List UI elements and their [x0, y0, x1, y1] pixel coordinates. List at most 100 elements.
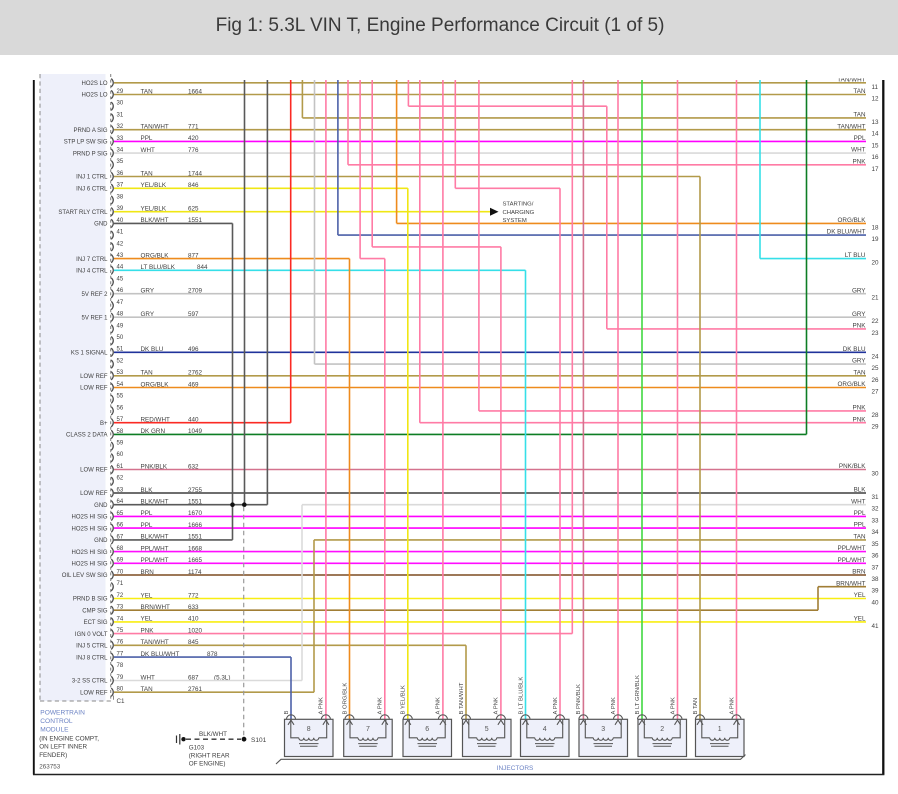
svg-text:35: 35 — [872, 541, 880, 548]
svg-text:71: 71 — [117, 581, 124, 587]
svg-text:GRY: GRY — [852, 287, 866, 294]
svg-text:BLK: BLK — [141, 487, 154, 494]
svg-text:A PNK: A PNK — [729, 697, 735, 714]
svg-text:80: 80 — [117, 687, 124, 693]
svg-text:33: 33 — [117, 136, 124, 142]
svg-text:DK GRN: DK GRN — [141, 428, 166, 435]
svg-text:39: 39 — [872, 588, 880, 595]
svg-text:ON LEFT INNER: ON LEFT INNER — [39, 744, 87, 751]
svg-text:2761: 2761 — [188, 686, 203, 693]
svg-text:LOW REF: LOW REF — [80, 491, 108, 497]
svg-text:15: 15 — [872, 142, 880, 149]
svg-text:B: B — [284, 711, 290, 715]
svg-text:75: 75 — [117, 628, 124, 634]
svg-text:65: 65 — [117, 511, 124, 517]
svg-text:A PNK: A PNK — [378, 697, 384, 714]
svg-text:877: 877 — [188, 252, 199, 259]
svg-text:BLK/WHT: BLK/WHT — [141, 534, 169, 541]
svg-text:LT BLU: LT BLU — [845, 252, 866, 259]
svg-text:GRY: GRY — [852, 358, 866, 365]
svg-text:58: 58 — [117, 429, 124, 435]
svg-text:8: 8 — [307, 726, 311, 733]
svg-text:ORG/BLK: ORG/BLK — [141, 381, 170, 388]
svg-text:33: 33 — [872, 517, 880, 524]
svg-text:23: 23 — [872, 330, 880, 337]
svg-text:SYSTEM: SYSTEM — [503, 218, 527, 224]
svg-text:TAN: TAN — [853, 369, 866, 376]
svg-text:263753: 263753 — [39, 763, 61, 770]
svg-text:35: 35 — [117, 159, 124, 165]
svg-text:59: 59 — [117, 441, 124, 447]
svg-text:KS 1 SIGNAL: KS 1 SIGNAL — [71, 351, 108, 357]
svg-text:DK BLU/WHT: DK BLU/WHT — [827, 229, 866, 236]
svg-text:B YEL/BLK: B YEL/BLK — [401, 685, 407, 714]
svg-text:HO2S LO: HO2S LO — [81, 93, 107, 99]
svg-text:HO2S HI SIG: HO2S HI SIG — [71, 526, 107, 532]
svg-text:625: 625 — [188, 206, 199, 213]
svg-text:INJ 5 CTRL: INJ 5 CTRL — [76, 644, 108, 650]
svg-text:INJ 4 CTRL: INJ 4 CTRL — [76, 269, 108, 275]
svg-text:68: 68 — [117, 546, 124, 552]
svg-text:YEL: YEL — [854, 616, 866, 623]
svg-text:BLK: BLK — [854, 487, 867, 494]
svg-text:25: 25 — [872, 365, 880, 372]
svg-text:WHT: WHT — [851, 147, 865, 154]
svg-text:S101: S101 — [251, 737, 267, 744]
svg-text:A PNK: A PNK — [670, 697, 676, 714]
svg-text:A PNK: A PNK — [553, 697, 559, 714]
svg-text:2755: 2755 — [188, 487, 203, 494]
svg-text:14: 14 — [872, 131, 880, 138]
svg-text:PPL: PPL — [854, 135, 866, 142]
svg-text:74: 74 — [117, 616, 124, 622]
svg-text:LOW REF: LOW REF — [80, 374, 108, 380]
svg-text:TAN/WHT: TAN/WHT — [837, 76, 865, 83]
svg-text:26: 26 — [872, 377, 880, 384]
svg-text:21: 21 — [872, 295, 880, 302]
svg-text:38: 38 — [872, 576, 880, 583]
svg-text:TAN: TAN — [853, 88, 866, 95]
svg-text:DK BLU: DK BLU — [141, 346, 164, 353]
svg-text:PNK: PNK — [853, 323, 867, 330]
svg-text:(5.3L): (5.3L) — [214, 674, 230, 681]
svg-text:PPL/WHT: PPL/WHT — [141, 557, 169, 564]
svg-text:29: 29 — [872, 424, 880, 431]
svg-text:60: 60 — [117, 452, 124, 458]
svg-text:11: 11 — [872, 84, 879, 91]
svg-text:77: 77 — [117, 652, 124, 658]
svg-text:40: 40 — [872, 600, 880, 607]
svg-text:776: 776 — [188, 147, 199, 154]
svg-text:41: 41 — [872, 623, 880, 630]
svg-text:29: 29 — [117, 89, 124, 95]
svg-text:YEL: YEL — [854, 592, 866, 599]
svg-text:32: 32 — [117, 124, 124, 130]
svg-text:62: 62 — [117, 476, 124, 482]
svg-text:53: 53 — [117, 370, 124, 376]
svg-text:632: 632 — [188, 463, 199, 470]
svg-text:BRN/WHT: BRN/WHT — [836, 580, 866, 587]
svg-text:WHT: WHT — [141, 147, 155, 154]
svg-text:47: 47 — [117, 300, 124, 306]
svg-text:PPL: PPL — [141, 135, 153, 142]
svg-text:PPL/WHT: PPL/WHT — [838, 557, 866, 564]
svg-text:CMP SIG: CMP SIG — [82, 608, 108, 614]
svg-text:LT BLU/BLK: LT BLU/BLK — [141, 264, 176, 271]
svg-text:18: 18 — [872, 224, 880, 231]
svg-text:12: 12 — [872, 96, 880, 103]
svg-text:GRY: GRY — [141, 311, 155, 318]
svg-text:5V REF 1: 5V REF 1 — [81, 315, 108, 321]
svg-text:410: 410 — [188, 616, 199, 623]
svg-text:44: 44 — [117, 265, 124, 271]
svg-text:496: 496 — [188, 346, 199, 353]
svg-text:B+: B+ — [100, 421, 108, 427]
svg-text:771: 771 — [188, 124, 199, 131]
svg-text:YEL/BLK: YEL/BLK — [141, 206, 167, 213]
svg-text:19: 19 — [872, 236, 880, 243]
svg-text:844: 844 — [197, 264, 208, 271]
svg-text:24: 24 — [872, 353, 880, 360]
svg-text:TAN: TAN — [141, 370, 154, 377]
svg-text:63: 63 — [117, 487, 124, 493]
svg-text:ORG/BLK: ORG/BLK — [838, 381, 867, 388]
svg-text:48: 48 — [117, 312, 124, 318]
svg-text:B TAN: B TAN — [693, 698, 699, 715]
svg-text:16: 16 — [872, 154, 880, 161]
